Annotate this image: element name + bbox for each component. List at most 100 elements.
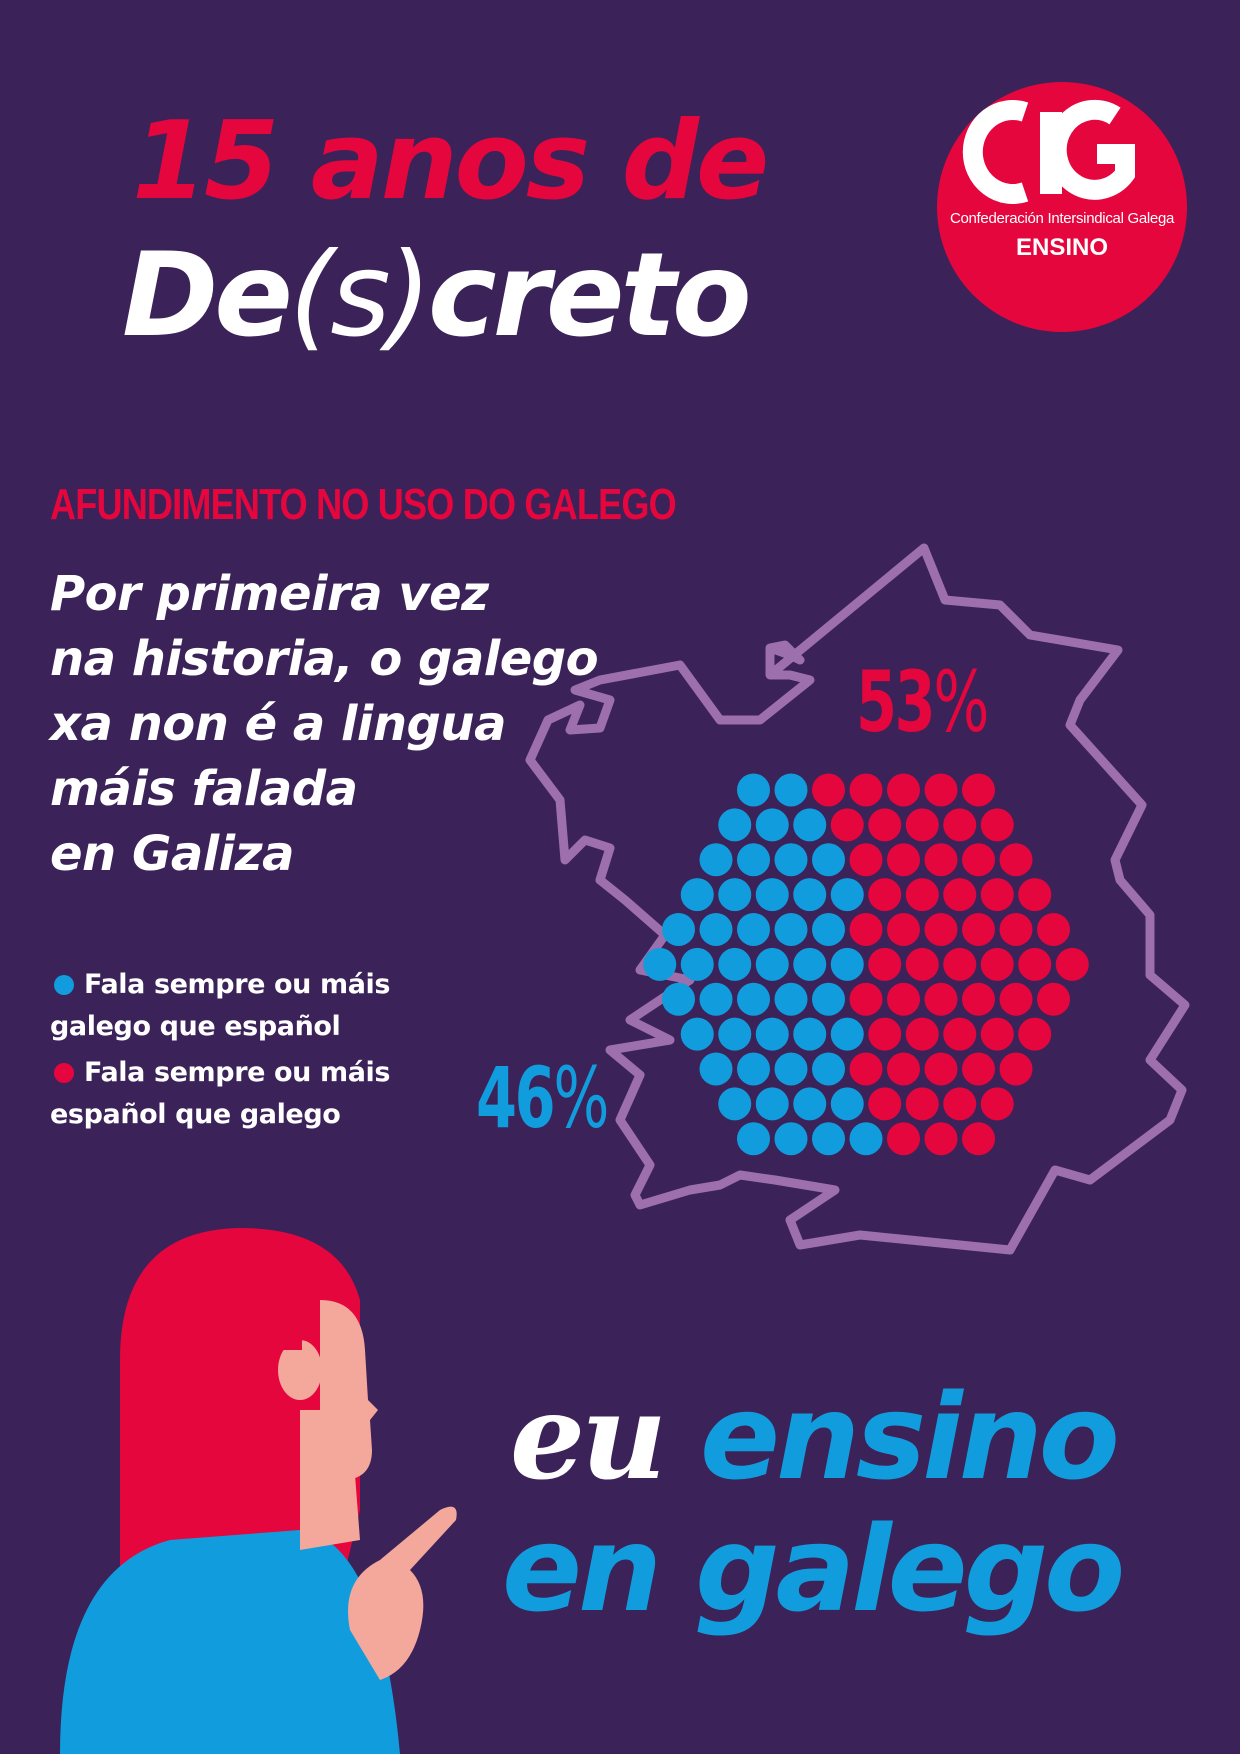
chart-legend: Fala sempre ou máis galego que español F…	[50, 964, 470, 1140]
dot	[662, 913, 695, 946]
dot	[830, 947, 864, 981]
dot	[868, 1087, 902, 1121]
logo-subtitle: Confederación Intersindical Galega	[949, 210, 1175, 227]
percent-value: 46	[476, 1049, 556, 1147]
dot	[699, 843, 733, 877]
dot	[924, 1052, 958, 1086]
dot	[680, 947, 714, 981]
dot	[905, 1087, 939, 1121]
dot	[830, 1017, 864, 1051]
dot	[887, 913, 920, 946]
headline-line: xa non é a lingua	[50, 696, 506, 752]
dot	[1018, 878, 1052, 912]
dot	[905, 1017, 939, 1051]
dot	[1018, 1017, 1052, 1051]
ear-shape	[278, 1340, 322, 1400]
dot	[737, 982, 770, 1016]
dot	[943, 808, 977, 842]
title-de: De	[122, 228, 293, 363]
dot	[980, 947, 1014, 981]
cig-logo-mark-icon	[962, 99, 1135, 204]
dot	[793, 1017, 827, 1051]
dot	[887, 1052, 920, 1086]
cig-g-shape	[1046, 99, 1135, 200]
dot	[755, 1017, 789, 1051]
dot	[774, 913, 808, 946]
dot	[718, 878, 752, 912]
dot	[1037, 913, 1070, 946]
title-s-parenthesis: (s)	[288, 228, 432, 363]
legend-text-line1: Fala sempre ou máis	[84, 1057, 391, 1088]
headline-line: máis falada	[50, 761, 358, 817]
dot	[774, 843, 808, 877]
dot	[793, 947, 827, 981]
legend-text-line2: español que galego	[50, 1099, 341, 1130]
dot	[887, 773, 920, 807]
dot	[699, 1052, 733, 1086]
dot	[774, 773, 808, 807]
dot	[887, 1122, 920, 1156]
dot	[980, 1017, 1014, 1051]
legend-item-espanol: Fala sempre ou máis español que galego	[50, 1052, 470, 1136]
dot	[737, 913, 770, 946]
hand-pointing-shape	[348, 1506, 457, 1680]
dot	[643, 947, 677, 981]
dot	[905, 808, 939, 842]
dot	[999, 913, 1033, 946]
dot	[943, 878, 977, 912]
teacher-illustration	[60, 1228, 457, 1754]
slogan-eu: eu	[510, 1367, 667, 1506]
dot	[812, 913, 845, 946]
headline: Por primeira vez na historia, o galego x…	[50, 562, 670, 887]
dot	[924, 843, 958, 877]
dot	[718, 1087, 752, 1121]
dot	[737, 1122, 770, 1156]
dot	[849, 982, 883, 1016]
dot	[774, 1122, 808, 1156]
dot	[830, 1087, 864, 1121]
dot	[737, 843, 770, 877]
dot	[962, 913, 995, 946]
percent-sign: %	[553, 1049, 609, 1147]
dot	[680, 878, 714, 912]
dot	[924, 773, 958, 807]
legend-dot-blue	[54, 975, 74, 995]
dot	[1037, 982, 1070, 1016]
dot	[905, 947, 939, 981]
dot	[999, 982, 1033, 1016]
dot	[680, 1017, 714, 1051]
dot	[962, 843, 995, 877]
headline-line: Por primeira vez	[50, 566, 489, 622]
cig-logo: Confederación Intersindical Galega ENSIN…	[937, 82, 1187, 332]
dot	[812, 773, 845, 807]
dot	[755, 1087, 789, 1121]
logo-section: ENSINO	[1015, 234, 1108, 261]
dot	[699, 982, 733, 1016]
dot	[755, 947, 789, 981]
dot	[943, 947, 977, 981]
dot-matrix	[643, 773, 1089, 1156]
dot	[737, 773, 770, 807]
dot	[849, 843, 883, 877]
dot	[849, 1052, 883, 1086]
dot	[830, 878, 864, 912]
dot	[962, 773, 995, 807]
hair-front-shape	[280, 1280, 340, 1350]
dot	[980, 1087, 1014, 1121]
percent-espanol: 53%	[856, 660, 989, 744]
dot	[699, 913, 733, 946]
dot	[943, 1087, 977, 1121]
dot	[868, 947, 902, 981]
legend-dot-red	[54, 1063, 74, 1083]
face-shape	[320, 1300, 378, 1510]
percent-value: 53	[856, 653, 936, 751]
dot	[962, 982, 995, 1016]
percent-sign: %	[933, 653, 989, 751]
dot	[774, 1052, 808, 1086]
galiza-map-outline	[525, 543, 1190, 1255]
slogan-ensino: ensino	[699, 1368, 1120, 1506]
slogan-line-1: eu ensino	[510, 1378, 1120, 1497]
dot	[774, 982, 808, 1016]
dot	[812, 1052, 845, 1086]
